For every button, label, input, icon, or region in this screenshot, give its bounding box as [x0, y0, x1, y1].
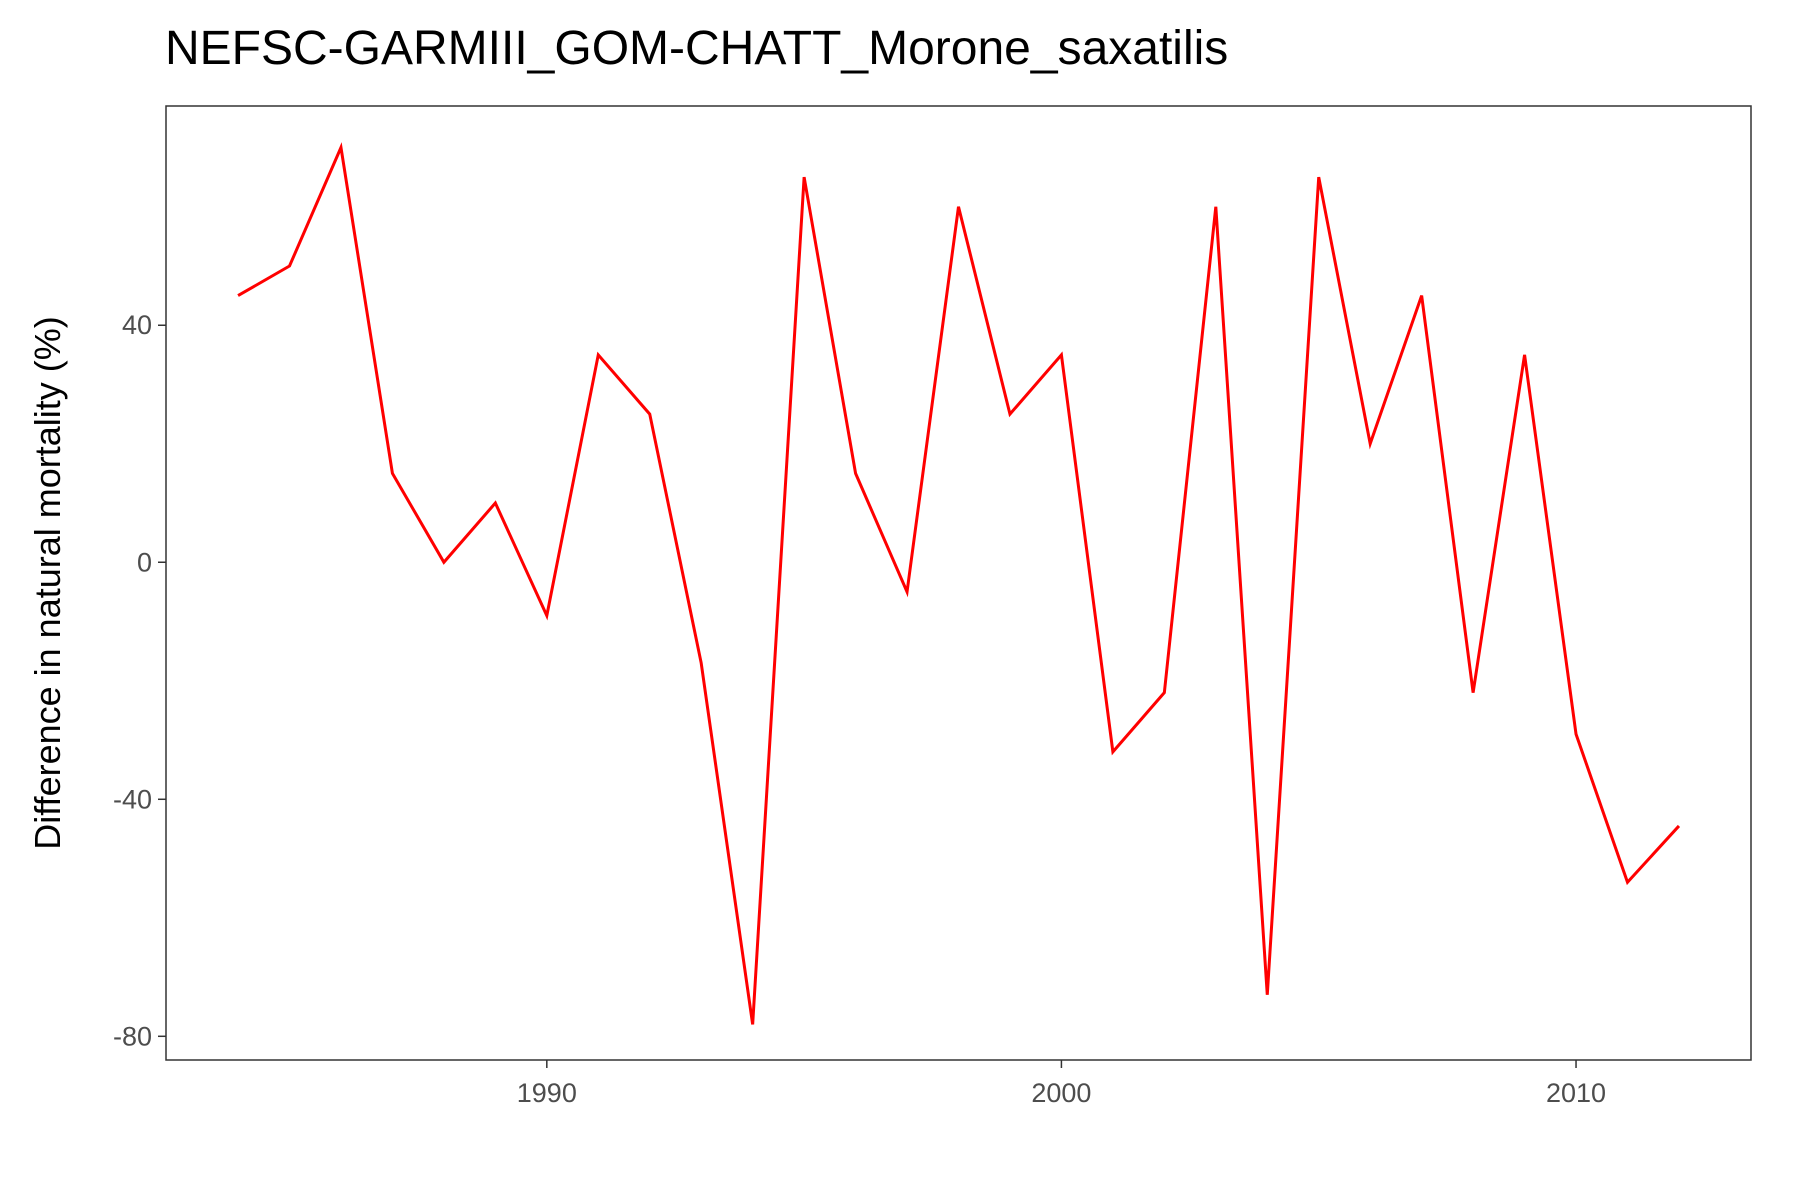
y-tick-label: 0 — [137, 547, 152, 577]
x-axis: 1990 2000 2010 — [517, 1060, 1606, 1108]
x-tick-label: 2000 — [1031, 1078, 1091, 1108]
chart-title: NEFSC-GARMIII_GOM-CHATT_Morone_saxatilis — [165, 22, 1228, 75]
series-layer — [237, 142, 1681, 1025]
y-axis: -80 -40 0 40 — [113, 310, 166, 1051]
plot-panel — [165, 105, 1752, 1061]
series-line — [237, 142, 1681, 1025]
y-axis-title: Difference in natural mortality (%) — [27, 316, 68, 850]
x-tick-label: 2010 — [1546, 1078, 1606, 1108]
y-tick-label: -80 — [113, 1021, 152, 1051]
y-tick-label: 40 — [122, 310, 152, 340]
x-tick-label: 1990 — [517, 1078, 577, 1108]
y-tick-label: -40 — [113, 784, 152, 814]
